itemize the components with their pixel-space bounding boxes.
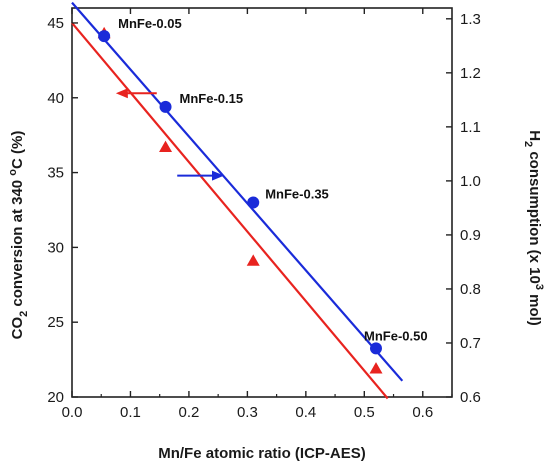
x-tick-label: 0.4 — [295, 404, 316, 421]
point-annotation: MnFe-0.35 — [265, 187, 329, 202]
y-right-tick-label: 0.8 — [460, 281, 481, 298]
co2-triangle-point — [369, 362, 383, 374]
y-right-tick-label: 1.2 — [460, 65, 481, 82]
h2-circle-point — [98, 30, 111, 43]
y-right-tick-label: 1.1 — [460, 119, 481, 136]
x-tick-label: 0.0 — [62, 404, 83, 421]
y-left-tick-label: 20 — [47, 389, 64, 406]
x-tick-label: 0.2 — [178, 404, 199, 421]
y-left-tick-label: 25 — [47, 314, 64, 331]
point-annotation: MnFe-0.15 — [180, 91, 244, 106]
ticks: 0.0 0.1 0.2 0.3 0.4 0.5 0.6 20 25 30 35 40 45 0.6 0.7 0… — [47, 8, 481, 421]
plot-frame — [71, 7, 453, 398]
h2-circle-point — [159, 100, 172, 113]
data-points — [97, 26, 383, 374]
fit-lines — [71, 1, 404, 400]
right-axis-arrowhead — [212, 170, 224, 181]
plot-area — [71, 7, 453, 398]
annotations: MnFe-0.05 MnFe-0.15 MnFe-0.35 MnFe-0.50 — [115, 16, 428, 343]
y-left-tick-label: 45 — [47, 15, 64, 32]
x-axis-label: Mn/Fe atomic ratio (ICP-AES) — [158, 445, 366, 462]
point-annotation: MnFe-0.50 — [364, 328, 428, 343]
y-right-tick-label: 1.3 — [460, 11, 481, 28]
y-right-tick-label: 0.6 — [460, 389, 481, 406]
x-tick-label: 0.3 — [237, 404, 258, 421]
left-axis-arrowhead — [115, 88, 128, 99]
h2-fit-line — [71, 1, 404, 382]
h2-circle-point — [370, 342, 382, 355]
y-right-tick-label: 1.0 — [460, 173, 481, 190]
point-annotation: MnFe-0.05 — [118, 16, 182, 31]
co2-fit-line — [71, 22, 389, 400]
co2-triangle-point — [246, 254, 260, 266]
y-left-tick-label: 35 — [47, 165, 64, 182]
x-tick-label: 0.1 — [120, 404, 141, 421]
h2-circle-point — [247, 196, 260, 209]
y-right-tick-label: 0.9 — [460, 227, 481, 244]
y-left-tick-label: 30 — [47, 239, 64, 256]
co2-triangle-point — [159, 140, 173, 153]
x-tick-label: 0.6 — [412, 404, 433, 421]
y-left-tick-label: 40 — [47, 90, 64, 107]
y-axis-left-label: CO2 conversion at 340 oC (%) — [7, 131, 30, 340]
y-axis-right-label: H2 consumption (x 103 mol) — [522, 130, 545, 326]
x-tick-label: 0.5 — [354, 404, 375, 421]
y-right-tick-label: 0.7 — [460, 335, 481, 352]
